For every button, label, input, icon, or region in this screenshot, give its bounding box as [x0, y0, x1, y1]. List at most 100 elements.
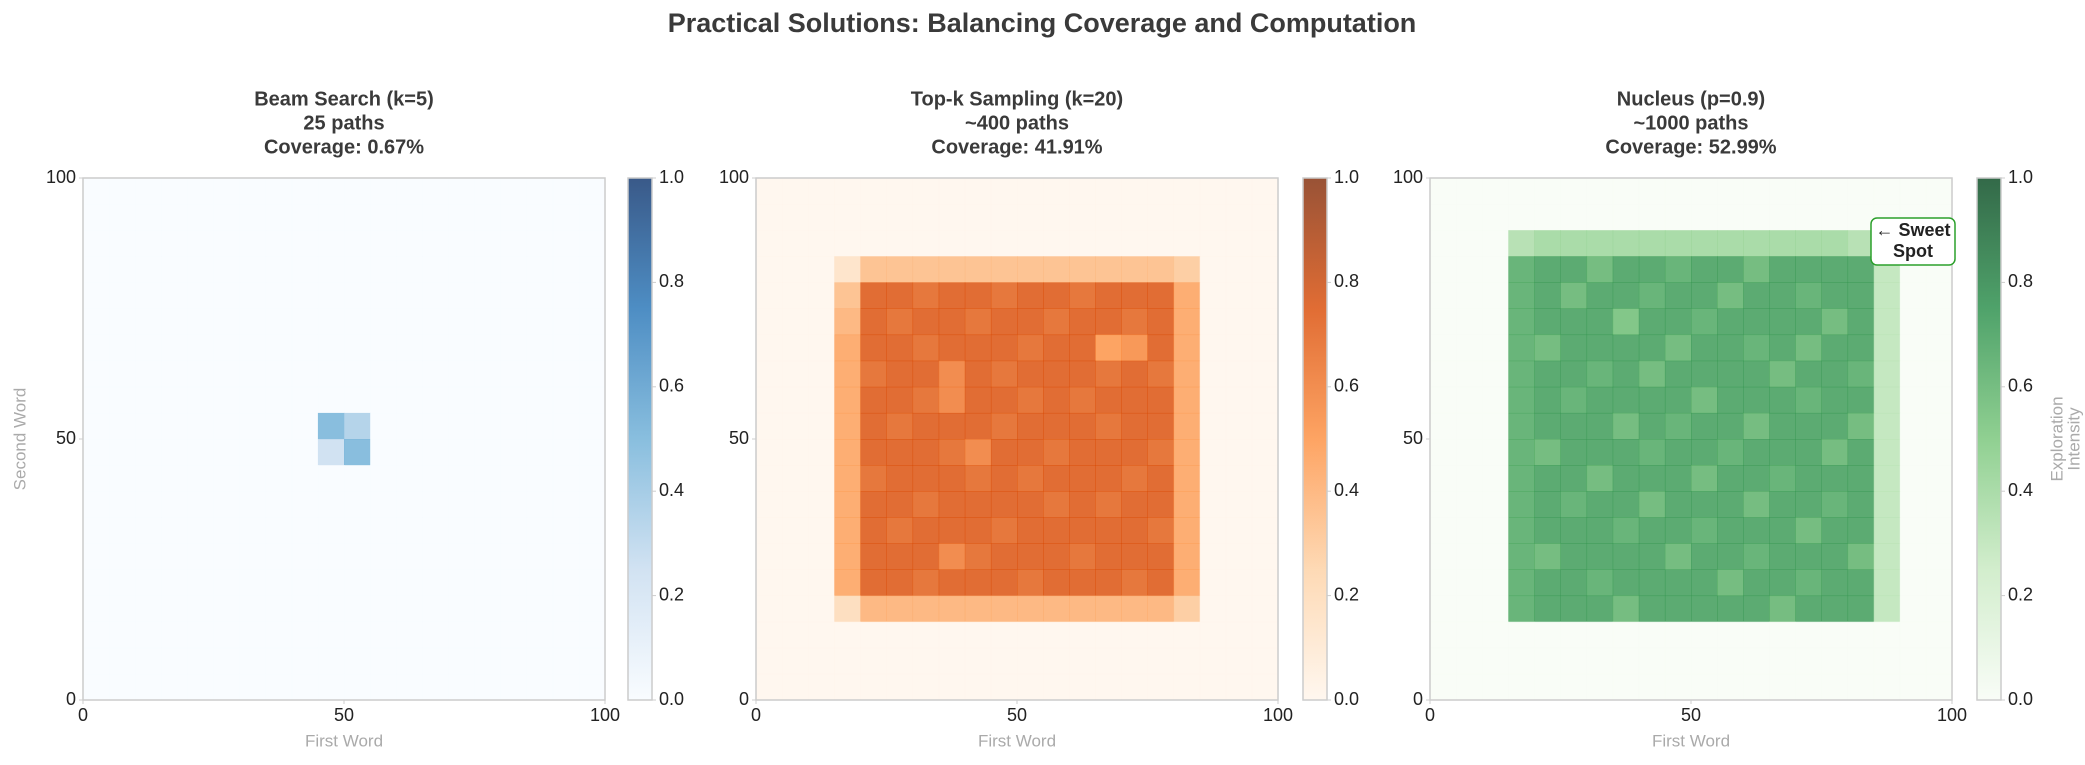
heat-cell	[1691, 543, 1718, 570]
heat-cell	[1482, 178, 1509, 205]
heat-cell	[1664, 465, 1692, 492]
heat-cell	[1430, 282, 1457, 309]
heat-cell	[1069, 517, 1096, 544]
heat-cell	[135, 439, 162, 466]
heat-cell	[552, 256, 580, 283]
heat-cell	[1769, 204, 1796, 231]
heat-cell	[834, 621, 861, 649]
heat-cell	[552, 569, 580, 597]
heat-cell	[1586, 621, 1614, 649]
heat-cell	[1430, 673, 1457, 701]
heat-cell	[1899, 465, 1927, 492]
heat-cell	[213, 569, 241, 597]
heat-cell	[1612, 178, 1640, 205]
heat-cell	[1717, 256, 1744, 283]
heat-cell	[1225, 543, 1253, 570]
y-tick-label: 0	[66, 689, 76, 709]
heat-cell	[1717, 282, 1744, 309]
heat-cell	[578, 647, 606, 675]
heat-cell	[213, 543, 241, 570]
heat-cell	[1508, 412, 1535, 440]
heat-cell	[474, 230, 502, 257]
heat-cell	[1225, 360, 1253, 388]
heat-cell	[782, 543, 809, 570]
heat-cell	[938, 230, 966, 257]
heat-cell	[808, 230, 835, 257]
heat-cell	[317, 282, 345, 309]
x-axis-label: First Word	[1652, 731, 1730, 750]
heat-cell	[135, 334, 162, 362]
heat-cell	[1638, 647, 1666, 675]
heat-cell	[1691, 204, 1718, 231]
heat-cell	[1769, 517, 1796, 544]
heat-cell	[1534, 282, 1561, 309]
colorbar-tick-label: 0.8	[659, 271, 684, 291]
heat-cell	[1199, 282, 1227, 309]
heat-cell	[396, 621, 423, 649]
heat-cell	[964, 334, 992, 362]
heat-cell	[396, 256, 423, 283]
heat-cell	[782, 595, 809, 623]
heat-cell	[500, 386, 528, 414]
heat-cell	[265, 334, 293, 362]
heat-cell	[370, 439, 397, 466]
heat-cell	[526, 621, 554, 649]
heat-cell	[1482, 491, 1509, 518]
heat-cell	[1430, 256, 1457, 283]
heat-cell	[1199, 386, 1227, 414]
heat-cell	[1173, 647, 1201, 675]
heat-cell	[552, 386, 580, 414]
heat-cell	[886, 647, 914, 675]
heat-cell	[1430, 334, 1457, 362]
heat-cell	[552, 647, 580, 675]
heat-cell	[782, 569, 809, 597]
heat-cell	[938, 595, 966, 623]
heat-cell	[1017, 647, 1044, 675]
heat-cell	[1795, 204, 1822, 231]
heat-cell	[552, 517, 580, 544]
heat-cell	[239, 439, 267, 466]
heat-cell	[1743, 543, 1770, 570]
heat-cell	[109, 412, 136, 440]
heat-cell	[1664, 439, 1692, 466]
panel-title: Coverage: 0.67%	[264, 136, 424, 158]
heat-cell	[1743, 282, 1770, 309]
heat-cell	[1017, 178, 1044, 205]
heat-cell	[317, 334, 345, 362]
heat-cell	[344, 517, 371, 544]
heat-cell	[291, 178, 319, 205]
heat-cell	[912, 334, 940, 362]
heat-cell	[317, 647, 345, 675]
heat-cell	[1769, 256, 1796, 283]
heat-cell	[1199, 647, 1227, 675]
heat-cell	[370, 308, 397, 336]
heat-cell	[1534, 517, 1561, 544]
heat-cell	[1821, 621, 1849, 649]
heat-cell	[1225, 569, 1253, 597]
heat-cell	[422, 673, 449, 701]
heat-cell	[474, 465, 502, 492]
heat-cell	[213, 647, 241, 675]
heat-cell	[135, 543, 162, 570]
heat-cell	[370, 621, 397, 649]
heat-cell	[756, 386, 783, 414]
heat-cell	[1847, 595, 1875, 623]
heat-cell	[1795, 491, 1822, 518]
heat-cell	[239, 621, 267, 649]
heat-cell	[1534, 569, 1561, 597]
heat-cell	[1638, 517, 1666, 544]
heat-cell	[834, 439, 861, 466]
heat-cell	[886, 204, 914, 231]
heat-cell	[109, 334, 136, 362]
heat-cell	[990, 439, 1018, 466]
heat-cell	[1456, 673, 1483, 701]
heat-cell	[344, 230, 371, 257]
heat-cell	[578, 386, 606, 414]
heat-cell	[1717, 465, 1744, 492]
heat-cell	[1612, 360, 1640, 388]
heat-cell	[1586, 673, 1614, 701]
heat-cell	[1664, 386, 1692, 414]
heat-cell	[756, 178, 783, 205]
heat-cell	[1456, 308, 1483, 336]
heat-cell	[239, 360, 267, 388]
